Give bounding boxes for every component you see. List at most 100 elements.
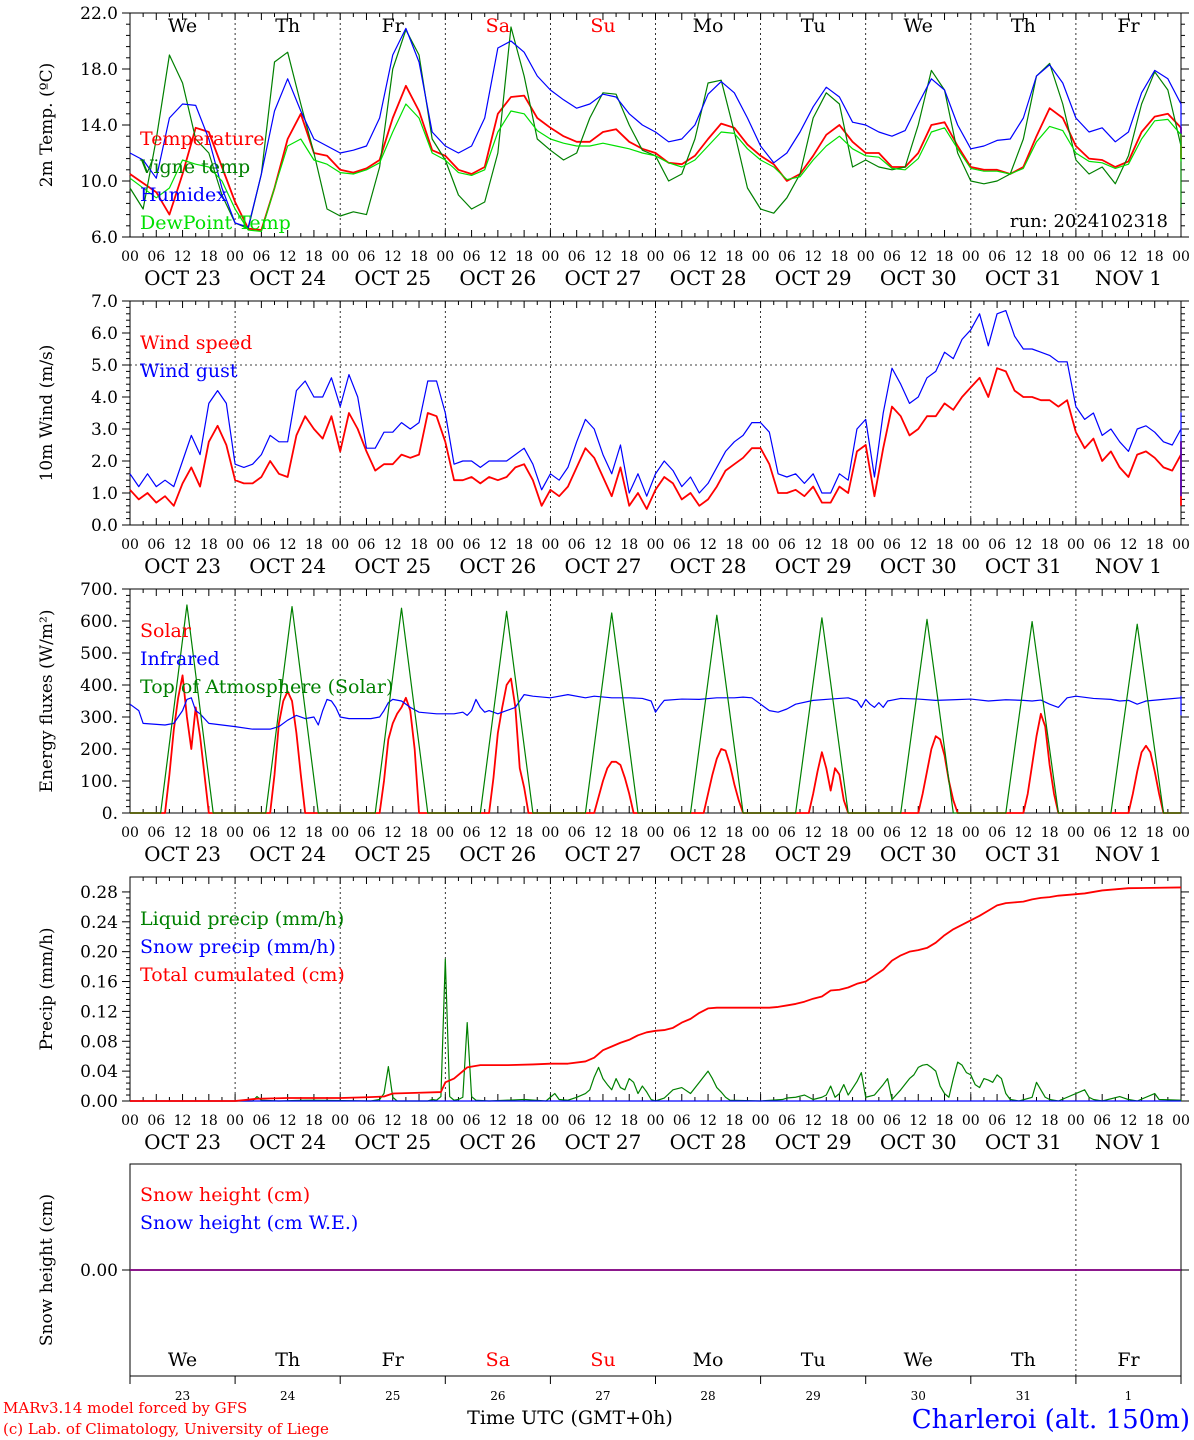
x-hour-label: 18: [200, 1113, 218, 1129]
x-hour-label: 00: [121, 249, 139, 265]
x-hour-label: 06: [463, 537, 481, 553]
x-hour-label: 00: [331, 825, 349, 841]
x-hour-label: 12: [1014, 1113, 1032, 1129]
y-tick-label: 700.: [80, 580, 118, 600]
day-of-week-label: Su: [590, 15, 615, 37]
y-tick-label: 14.0: [80, 116, 118, 136]
x-hour-label: 12: [699, 825, 717, 841]
legend-label: Temperature: [140, 128, 264, 150]
x-hour-label: 00: [1172, 537, 1190, 553]
panel-1: [122, 12, 1189, 238]
series-line-dewpoint-temp: [129, 103, 1182, 232]
day-of-week-label: Fr: [382, 15, 405, 37]
series-line-humidex: [129, 27, 1182, 228]
x-hour-label: 12: [174, 1113, 192, 1129]
x-date-label: OCT 25: [354, 266, 431, 290]
x-hour-label: 00: [752, 825, 770, 841]
x-hour-label: 12: [1120, 1113, 1138, 1129]
x-hour-label: 06: [147, 825, 165, 841]
x-hour-label: 00: [121, 825, 139, 841]
y-tick-label: 4.0: [91, 388, 118, 408]
x-date-label: OCT 31: [985, 266, 1062, 290]
x-hour-label: 12: [1120, 249, 1138, 265]
y-axis-label: Snow height (cm): [37, 1194, 57, 1346]
x-hour-label: 12: [1014, 537, 1032, 553]
x-hour-label: 06: [883, 249, 901, 265]
x-hour-label: 00: [962, 537, 980, 553]
x-hour-label: 12: [909, 249, 927, 265]
y-tick-label: 1.0: [91, 484, 118, 504]
x-hour-label: 06: [463, 249, 481, 265]
x-hour-label: 00: [436, 537, 454, 553]
x-hour-label: 06: [883, 825, 901, 841]
footer-time-axis-label: Time UTC (GMT+0h): [467, 1407, 673, 1429]
day-of-week-label: Mo: [693, 1349, 724, 1371]
panel-2: [122, 300, 1189, 526]
x-hour-label: 06: [252, 537, 270, 553]
legend-label: Solar: [140, 620, 192, 642]
y-tick-label: 0.16: [80, 973, 118, 993]
x-hour-label: 18: [831, 825, 849, 841]
y-tick-label: 3.0: [91, 420, 118, 440]
x-date-label: OCT 24: [249, 842, 326, 866]
y-tick-label: 0.04: [80, 1062, 118, 1082]
x-hour-label: 12: [909, 1113, 927, 1129]
x-hour-label: 00: [647, 249, 665, 265]
x-hour-label: 00: [1067, 249, 1085, 265]
x-hour-label: 12: [1014, 825, 1032, 841]
x-hour-label: 00: [1172, 249, 1190, 265]
x-hour-label: 18: [410, 249, 428, 265]
x-date-label: OCT 28: [670, 266, 747, 290]
x-hour-label: 06: [883, 537, 901, 553]
x-date-label: NOV 1: [1095, 842, 1162, 866]
x-date-label: OCT 24: [249, 554, 326, 578]
day-of-week-label: Th: [1011, 1349, 1036, 1371]
series-line-temperature: [129, 84, 1182, 231]
x-hour-label: 00: [752, 249, 770, 265]
x-hour-label: 12: [804, 1113, 822, 1129]
x-hour-label: 06: [1093, 825, 1111, 841]
day-number-label: 29: [806, 1389, 821, 1403]
x-hour-label: 18: [200, 537, 218, 553]
x-date-label: NOV 1: [1095, 1130, 1162, 1154]
series-line-top-of-atmosphere-solar-: [130, 604, 1181, 814]
x-date-label: OCT 30: [880, 554, 957, 578]
x-hour-label: 00: [331, 1113, 349, 1129]
legend-label: Snow precip (mm/h): [140, 936, 336, 958]
footer-lab-credit: (c) Lab. of Climatology, University of L…: [3, 1420, 329, 1438]
day-of-week-label: Th: [275, 15, 300, 37]
x-date-label: OCT 28: [670, 842, 747, 866]
x-hour-label: 18: [1146, 249, 1164, 265]
day-of-week-label: We: [904, 15, 933, 37]
x-hour-label: 06: [778, 1113, 796, 1129]
day-number-label: 25: [385, 1389, 400, 1403]
x-hour-label: 12: [909, 825, 927, 841]
y-tick-label: 6.0: [91, 324, 118, 344]
day-of-week-label: We: [168, 15, 197, 37]
panel-3: [122, 588, 1189, 814]
x-hour-label: 12: [909, 537, 927, 553]
x-hour-label: 06: [673, 1113, 691, 1129]
y-tick-label: 200.: [80, 740, 118, 760]
x-date-label: OCT 31: [985, 1130, 1062, 1154]
day-of-week-label: Fr: [382, 1349, 405, 1371]
day-of-week-label: Fr: [1117, 15, 1140, 37]
x-hour-label: 00: [331, 249, 349, 265]
x-hour-label: 12: [699, 537, 717, 553]
x-hour-label: 12: [489, 825, 507, 841]
x-hour-label: 06: [568, 537, 586, 553]
y-tick-label: 500.: [80, 644, 118, 664]
x-date-label: OCT 30: [880, 842, 957, 866]
y-tick-label: 10.0: [80, 172, 118, 192]
x-hour-label: 18: [410, 825, 428, 841]
x-hour-label: 06: [358, 537, 376, 553]
x-hour-label: 00: [962, 825, 980, 841]
x-date-label: OCT 24: [249, 266, 326, 290]
x-date-label: OCT 29: [775, 1130, 852, 1154]
x-hour-label: 12: [1120, 825, 1138, 841]
x-hour-label: 18: [831, 249, 849, 265]
x-hour-label: 18: [831, 1113, 849, 1129]
x-hour-label: 12: [804, 825, 822, 841]
day-number-label: 26: [490, 1389, 505, 1403]
